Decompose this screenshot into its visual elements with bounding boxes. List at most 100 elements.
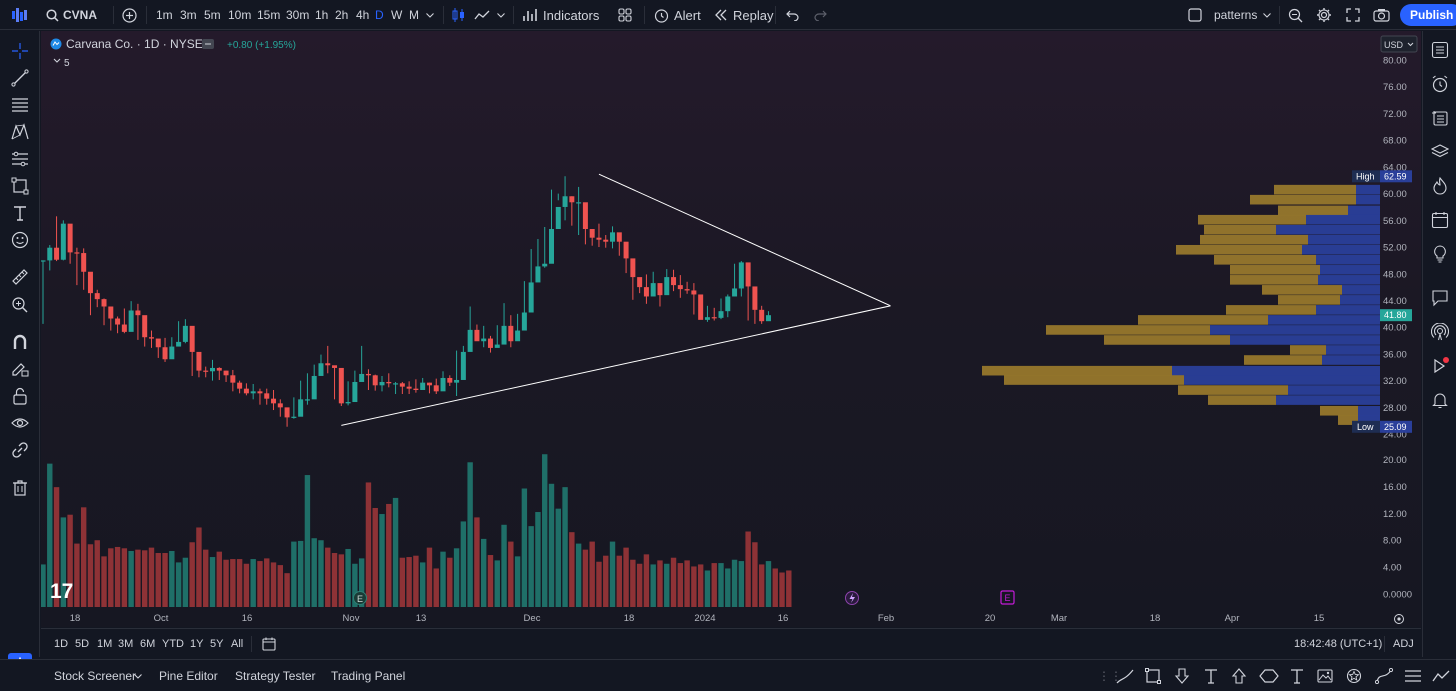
text-tool[interactable] [9, 202, 31, 224]
undo-button[interactable] [786, 0, 799, 30]
chart-pane[interactable]: Carvana Co. · 1D · NYSE +0.80 (+1.95%) 5… [40, 31, 1421, 627]
forecast-tool[interactable] [9, 148, 31, 170]
hotlists-button[interactable] [1429, 175, 1451, 197]
drag-handle[interactable]: ⋮⋮ [1098, 669, 1122, 683]
panel-strategy-tester[interactable]: Strategy Tester [235, 669, 316, 683]
shapes-tool[interactable] [9, 175, 31, 197]
candles-type-button[interactable] [452, 0, 466, 30]
fav-rectangle[interactable] [1145, 660, 1161, 691]
dividends-marker[interactable] [845, 591, 859, 605]
timeframe-dropdown[interactable] [426, 0, 434, 30]
chats-button[interactable] [1429, 287, 1451, 309]
watchlist-button[interactable] [1429, 39, 1451, 61]
tv-logo[interactable] [10, 0, 30, 30]
price-chart[interactable]: Carvana Co. · 1D · NYSE +0.80 (+1.95%) 5… [40, 31, 1421, 627]
line-type-button[interactable] [474, 0, 490, 30]
chart-type-dropdown[interactable] [497, 0, 505, 30]
redo-button[interactable] [814, 0, 827, 30]
tf-3m[interactable]: 3m [180, 8, 197, 22]
time-axis[interactable]: 18 Oct 16 Nov 13 Dec 18 2024 16 Feb 20 Mar 18 Apr 15 [70, 613, 1325, 624]
fav-image[interactable] [1317, 660, 1333, 691]
layout-checkbox[interactable] [1188, 0, 1202, 30]
stay-drawing-tool[interactable] [9, 358, 31, 380]
currency-selector[interactable] [1380, 35, 1418, 53]
adj-toggle[interactable]: ADJ [1393, 638, 1414, 650]
earnings-marker-past[interactable]: E [353, 591, 367, 605]
icons-tool[interactable] [9, 229, 31, 251]
fullscreen-button[interactable] [1346, 0, 1360, 30]
tf-2h[interactable]: 2h [335, 8, 349, 22]
triangle-trendlines[interactable] [341, 173, 891, 426]
quick-search-button[interactable] [1288, 0, 1303, 30]
clock[interactable]: 18:42:48 (UTC+1) [1294, 638, 1383, 650]
notifications-button[interactable] [1429, 389, 1451, 411]
range-all[interactable]: All [231, 638, 244, 650]
streams-button[interactable] [1429, 321, 1451, 343]
replay-panel-button[interactable] [1429, 355, 1451, 377]
ideas-button[interactable] [1429, 243, 1451, 265]
chevron-down-icon[interactable] [53, 58, 61, 63]
measure-tool[interactable] [9, 266, 31, 288]
fav-text[interactable] [1290, 660, 1304, 691]
trendline-tool[interactable] [9, 67, 31, 89]
range-5y[interactable]: 5Y [210, 638, 224, 650]
fav-fib[interactable] [1404, 660, 1422, 691]
layers-button[interactable] [1429, 141, 1451, 163]
range-5d[interactable]: 5D [75, 638, 90, 650]
screener-dropdown[interactable] [134, 660, 142, 691]
publish-button[interactable]: Publish [1400, 4, 1456, 26]
fav-text-anchor[interactable] [1203, 660, 1219, 691]
tf-5m[interactable]: 5m [204, 8, 221, 22]
tf-w[interactable]: W [391, 8, 403, 22]
hide-drawings-tool[interactable] [9, 412, 31, 434]
range-1d[interactable]: 1D [54, 638, 69, 650]
trendline-upper[interactable] [598, 173, 891, 307]
indicators-button[interactable]: Indicators [523, 0, 599, 30]
panel-trading-panel[interactable]: Trading Panel [331, 669, 406, 683]
panel-pine-editor[interactable]: Pine Editor [159, 669, 218, 683]
fav-badge[interactable] [1346, 660, 1362, 691]
data-window-button[interactable] [1429, 107, 1451, 129]
tf-1m[interactable]: 1m [156, 8, 173, 22]
templates-button[interactable] [618, 0, 632, 30]
range-ytd[interactable]: YTD [162, 638, 184, 650]
layout-dropdown[interactable] [1263, 0, 1271, 30]
snapshot-button[interactable] [1373, 0, 1390, 30]
fav-trendline[interactable] [1116, 660, 1134, 691]
alert-button[interactable]: Alert [654, 0, 701, 30]
range-1y[interactable]: 1Y [190, 638, 204, 650]
calendar-button[interactable] [1429, 209, 1451, 231]
compare-symbol-button[interactable] [121, 0, 137, 30]
fib-tool[interactable] [9, 94, 31, 116]
pattern-tool[interactable] [9, 121, 31, 143]
range-1m[interactable]: 1M [97, 638, 113, 650]
tf-4h[interactable]: 4h [356, 8, 370, 22]
tf-10m[interactable]: 10m [228, 8, 252, 22]
tf-m[interactable]: M [409, 8, 419, 22]
sync-drawings-tool[interactable] [9, 439, 31, 461]
panel-stock-screener[interactable]: Stock Screener [54, 669, 137, 683]
fav-arrow-down[interactable] [1174, 660, 1190, 691]
tf-d-active[interactable]: D [375, 8, 384, 22]
tf-30m[interactable]: 30m [286, 8, 310, 22]
price-axis[interactable]: USD 80.00 76.00 72.00 68.00 64.00 60.00 56.00 5… [1380, 31, 1421, 627]
fav-line-chart[interactable] [1432, 660, 1450, 691]
crosshair-tool[interactable] [9, 40, 31, 62]
tf-15m[interactable]: 15m [257, 8, 281, 22]
magnet-tool[interactable] [9, 331, 31, 353]
axis-settings-button[interactable] [1394, 614, 1404, 624]
range-6m[interactable]: 6M [140, 638, 156, 650]
replay-button[interactable]: Replay [714, 0, 773, 30]
fav-arrow-up[interactable] [1231, 660, 1247, 691]
trendline-lower[interactable] [341, 305, 891, 426]
remove-drawings-tool[interactable] [9, 477, 31, 499]
fav-path[interactable] [1375, 660, 1393, 691]
lock-drawings-tool[interactable] [9, 385, 31, 407]
settings-button[interactable] [1316, 0, 1332, 30]
chart-legend[interactable]: Carvana Co. · 1D · NYSE +0.80 (+1.95%) 5 [50, 37, 296, 69]
symbol-search[interactable]: CVNA [46, 0, 97, 30]
tf-1h[interactable]: 1h [315, 8, 329, 22]
earnings-marker-future[interactable]: E [1000, 590, 1015, 605]
layout-name[interactable]: patterns [1214, 8, 1258, 22]
zoom-tool[interactable] [9, 294, 31, 316]
